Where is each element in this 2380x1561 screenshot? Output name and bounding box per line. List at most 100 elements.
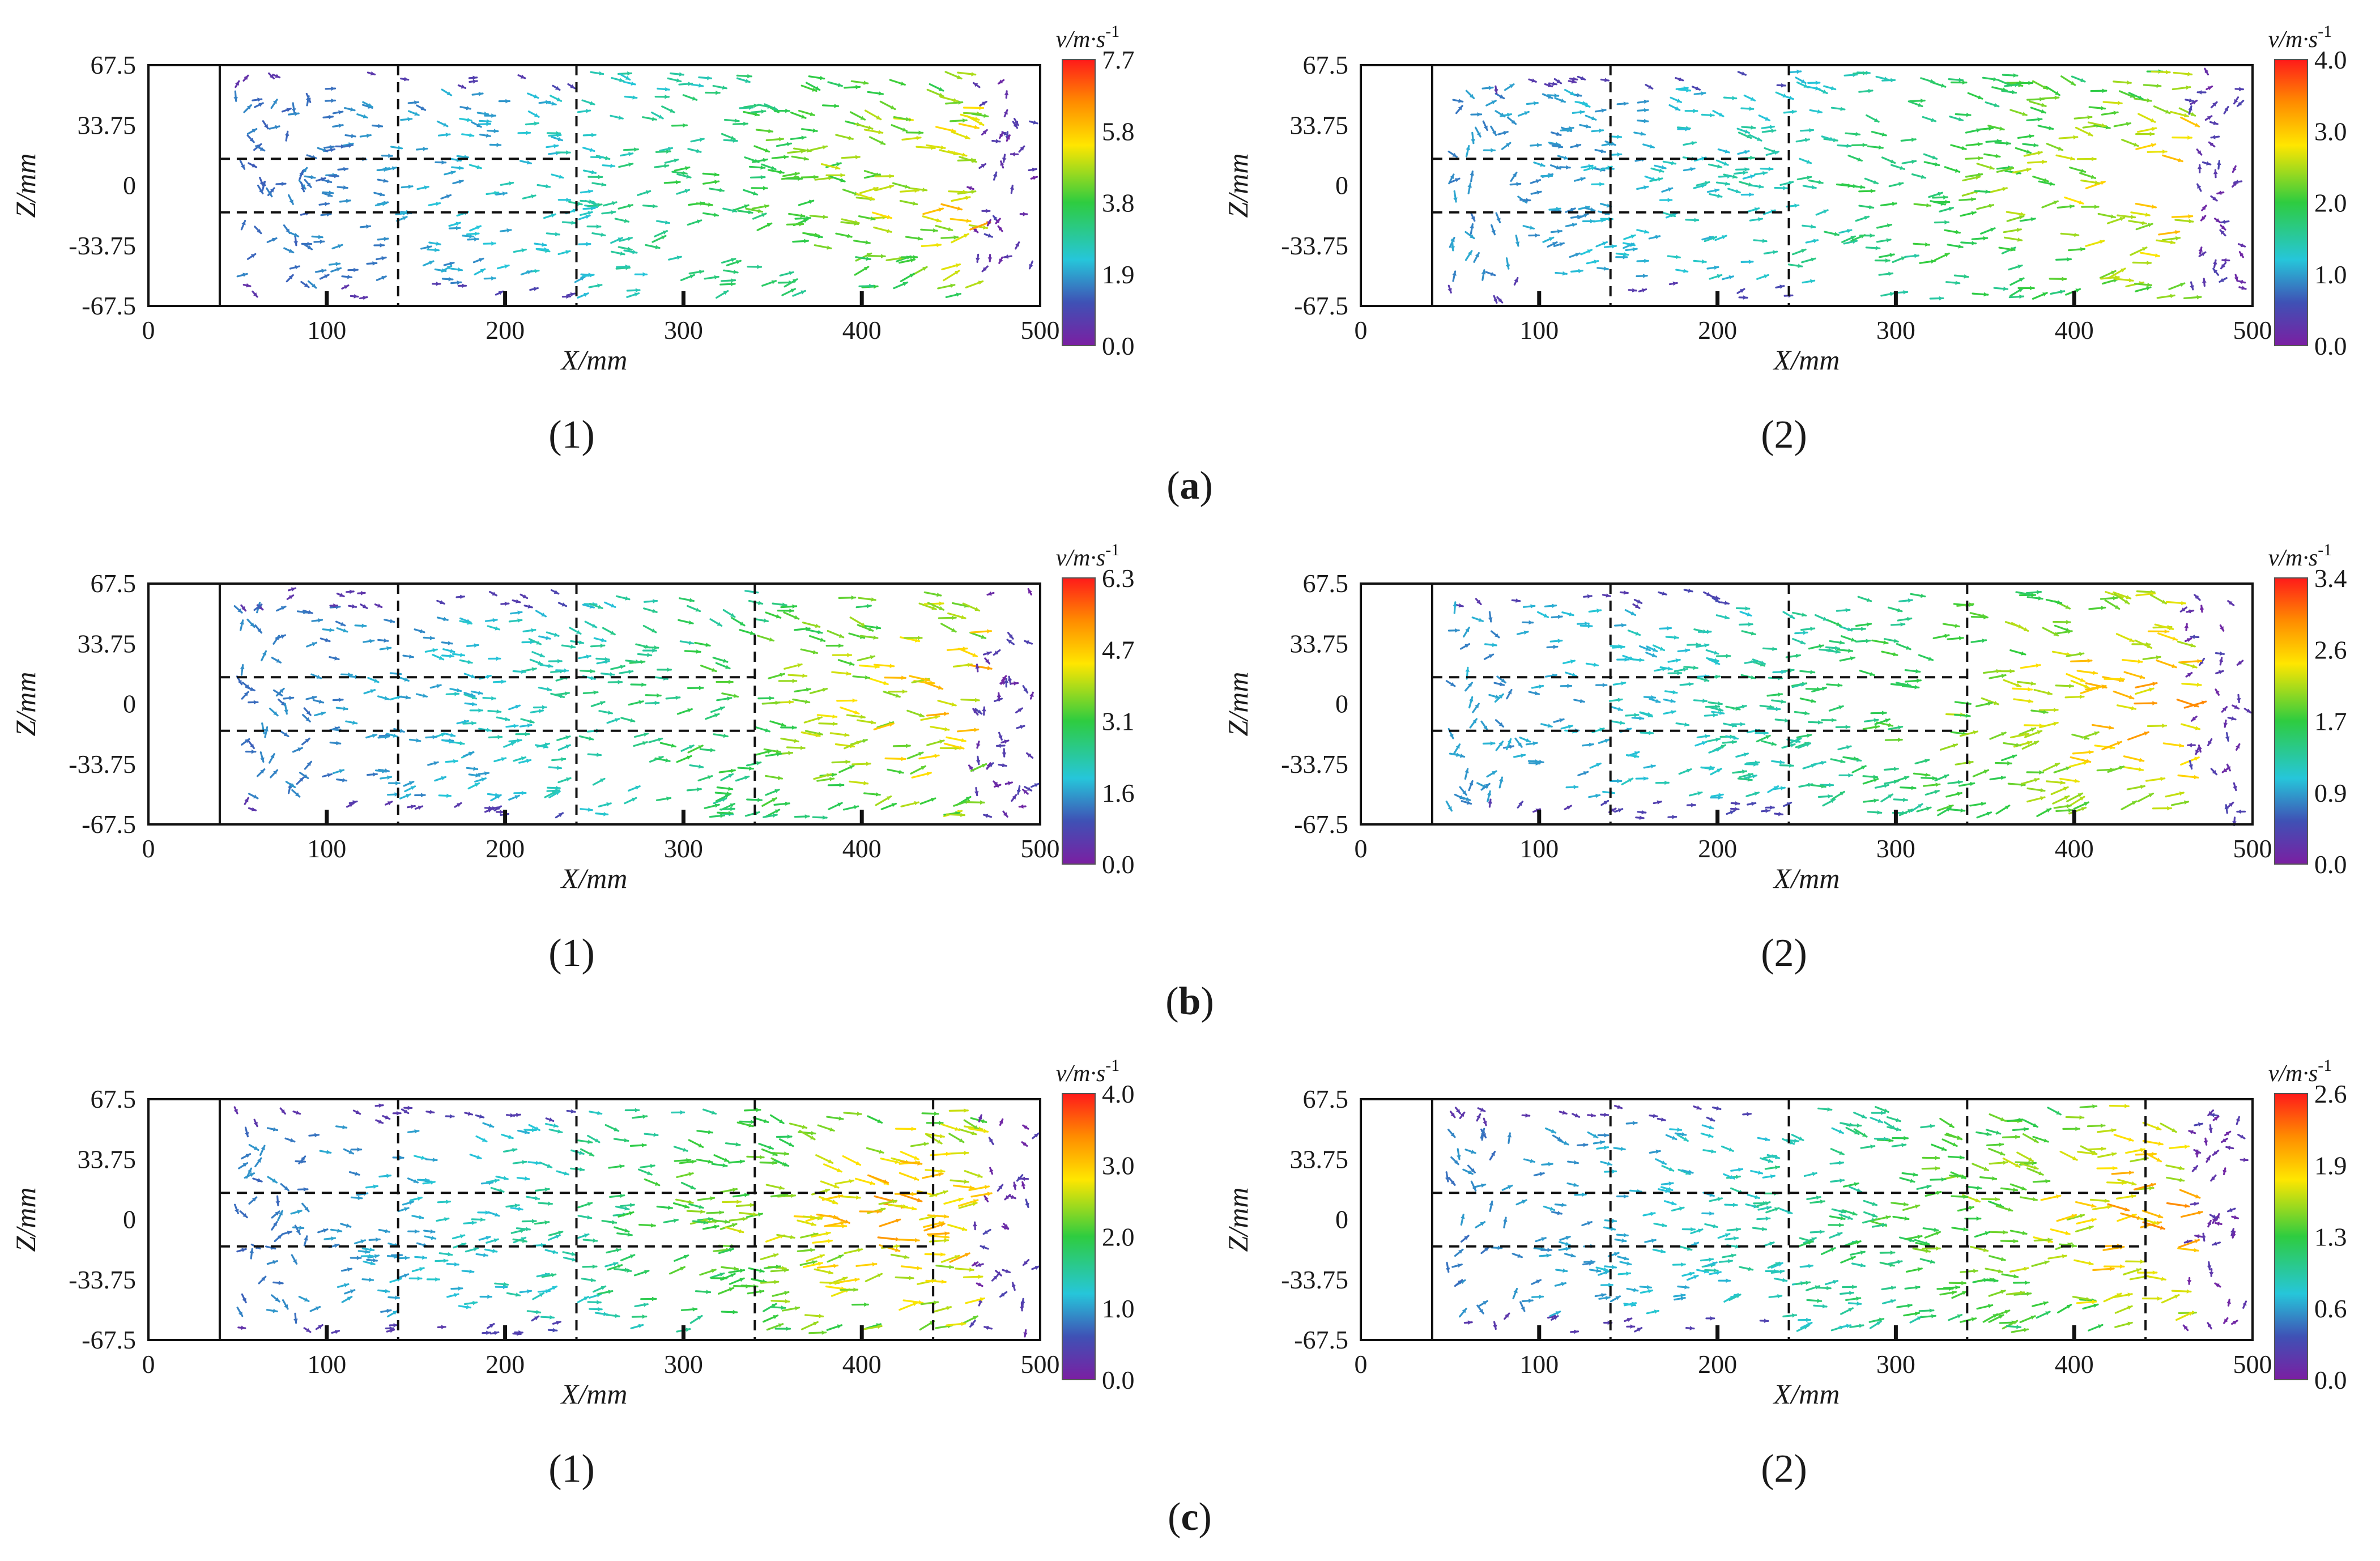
- velocity-vector-head: [446, 91, 452, 96]
- velocity-vector-head: [801, 149, 805, 154]
- velocity-vector-head: [1959, 78, 1963, 82]
- velocity-vector-head: [792, 604, 797, 609]
- velocity-vector-head: [1672, 815, 1676, 819]
- velocity-vector-head: [714, 180, 719, 184]
- velocity-vector-head: [1870, 233, 1874, 238]
- velocity-vector-head: [769, 696, 773, 700]
- y-axis-label: Z/mm: [10, 672, 41, 737]
- x-tick-label: 100: [1519, 316, 1559, 344]
- velocity-vector-head: [1004, 254, 1008, 259]
- velocity-vector-head: [577, 201, 582, 206]
- velocity-vector-head: [719, 1210, 723, 1215]
- velocity-vector-head: [259, 147, 265, 151]
- velocity-vector-head: [2167, 806, 2172, 811]
- velocity-vector-head: [1006, 135, 1010, 140]
- velocity-vector-head: [472, 701, 476, 707]
- velocity-vector-head: [801, 290, 806, 295]
- velocity-vector-head: [834, 104, 838, 108]
- velocity-vector-head: [1477, 112, 1481, 117]
- velocity-vector-head: [763, 618, 768, 623]
- velocity-vector-head: [1577, 93, 1581, 97]
- velocity-vector-head: [525, 1227, 530, 1232]
- velocity-vector-head: [1688, 682, 1693, 687]
- velocity-vector-head: [1781, 83, 1786, 88]
- velocity-vector-head: [286, 108, 291, 112]
- velocity-vector-head: [916, 135, 921, 141]
- velocity-vector-head: [312, 283, 316, 288]
- velocity-vector-head: [327, 193, 332, 197]
- velocity-vector-head: [258, 103, 263, 107]
- velocity-vector-head: [852, 698, 857, 703]
- velocity-vector-head: [1647, 84, 1653, 89]
- velocity-vector-head: [1557, 639, 1562, 643]
- velocity-vector-head: [980, 800, 984, 805]
- velocity-vector-head: [933, 228, 938, 233]
- velocity-vector-head: [1640, 131, 1645, 136]
- velocity-vector-head: [1491, 229, 1496, 235]
- velocity-vector-head: [534, 121, 539, 126]
- velocity-vector-head: [1674, 635, 1679, 640]
- velocity-vector-head: [987, 629, 991, 633]
- velocity-vector-head: [993, 172, 998, 177]
- velocity-vector-head: [647, 653, 652, 657]
- velocity-vector-head: [1964, 274, 1968, 279]
- velocity-vector-head: [338, 110, 343, 114]
- velocity-vector-head: [878, 130, 883, 134]
- velocity-vector-head: [832, 721, 837, 726]
- velocity-vector-head: [288, 249, 293, 253]
- velocity-vector-head: [497, 735, 502, 739]
- velocity-vector-head: [981, 164, 986, 168]
- velocity-vector-head: [1580, 177, 1585, 181]
- velocity-vector-head: [599, 155, 603, 160]
- velocity-vector-head: [381, 256, 386, 261]
- velocity-vector-head: [2197, 184, 2202, 189]
- velocity-vector-head: [753, 103, 758, 108]
- colorbar-tick-label: 7.7: [1102, 45, 1135, 74]
- velocity-vector-head: [429, 636, 435, 640]
- velocity-vector-head: [384, 638, 388, 643]
- velocity-vector-head: [1512, 172, 1517, 177]
- velocity-vector-head: [1869, 205, 1874, 210]
- velocity-vector-head: [863, 80, 868, 85]
- velocity-vector-head: [1691, 803, 1696, 807]
- velocity-vector-head: [324, 274, 329, 279]
- velocity-vector-head: [1578, 269, 1583, 274]
- velocity-vector-head: [999, 258, 1003, 263]
- velocity-vector-head: [1728, 275, 1734, 280]
- velocity-vector-head: [307, 245, 312, 249]
- velocity-vector-head: [2009, 669, 2014, 674]
- velocity-vector-head: [730, 282, 735, 287]
- velocity-vector-head: [338, 244, 342, 249]
- velocity-vector-head: [632, 249, 637, 254]
- velocity-vector-head: [789, 271, 794, 275]
- velocity-vector-head: [1875, 245, 1880, 250]
- velocity-vector-head: [987, 220, 991, 226]
- velocity-vector-head: [759, 1155, 764, 1160]
- velocity-vector-head: [1972, 241, 1976, 245]
- velocity-vector-head: [713, 212, 718, 217]
- velocity-vector-head: [267, 192, 272, 197]
- velocity-vector-head: [1749, 192, 1753, 197]
- velocity-vector-head: [557, 137, 563, 142]
- velocity-vector-head: [1591, 116, 1596, 121]
- velocity-vector-head: [2002, 186, 2007, 192]
- velocity-vector-head: [1759, 184, 1763, 189]
- velocity-vector-head: [939, 601, 943, 606]
- velocity-vector-head: [2237, 101, 2242, 107]
- velocity-vector-head: [815, 86, 820, 90]
- velocity-vector-head: [2099, 240, 2104, 244]
- velocity-vector-head: [940, 145, 945, 150]
- velocity-vector-head: [731, 258, 735, 262]
- velocity-vector-head: [889, 174, 893, 178]
- velocity-vector-head: [1888, 271, 1893, 277]
- velocity-vector-head: [941, 1279, 946, 1284]
- velocity-vector-head: [757, 265, 761, 269]
- velocity-vector-head: [1734, 807, 1739, 811]
- velocity-vector-head: [1693, 109, 1697, 113]
- velocity-vector-head: [610, 163, 615, 168]
- velocity-vector-head: [627, 71, 632, 76]
- velocity-vector-head: [1553, 645, 1557, 649]
- velocity-vector-head: [253, 292, 258, 297]
- velocity-vector-head: [291, 108, 296, 113]
- velocity-vector-head: [680, 1110, 684, 1115]
